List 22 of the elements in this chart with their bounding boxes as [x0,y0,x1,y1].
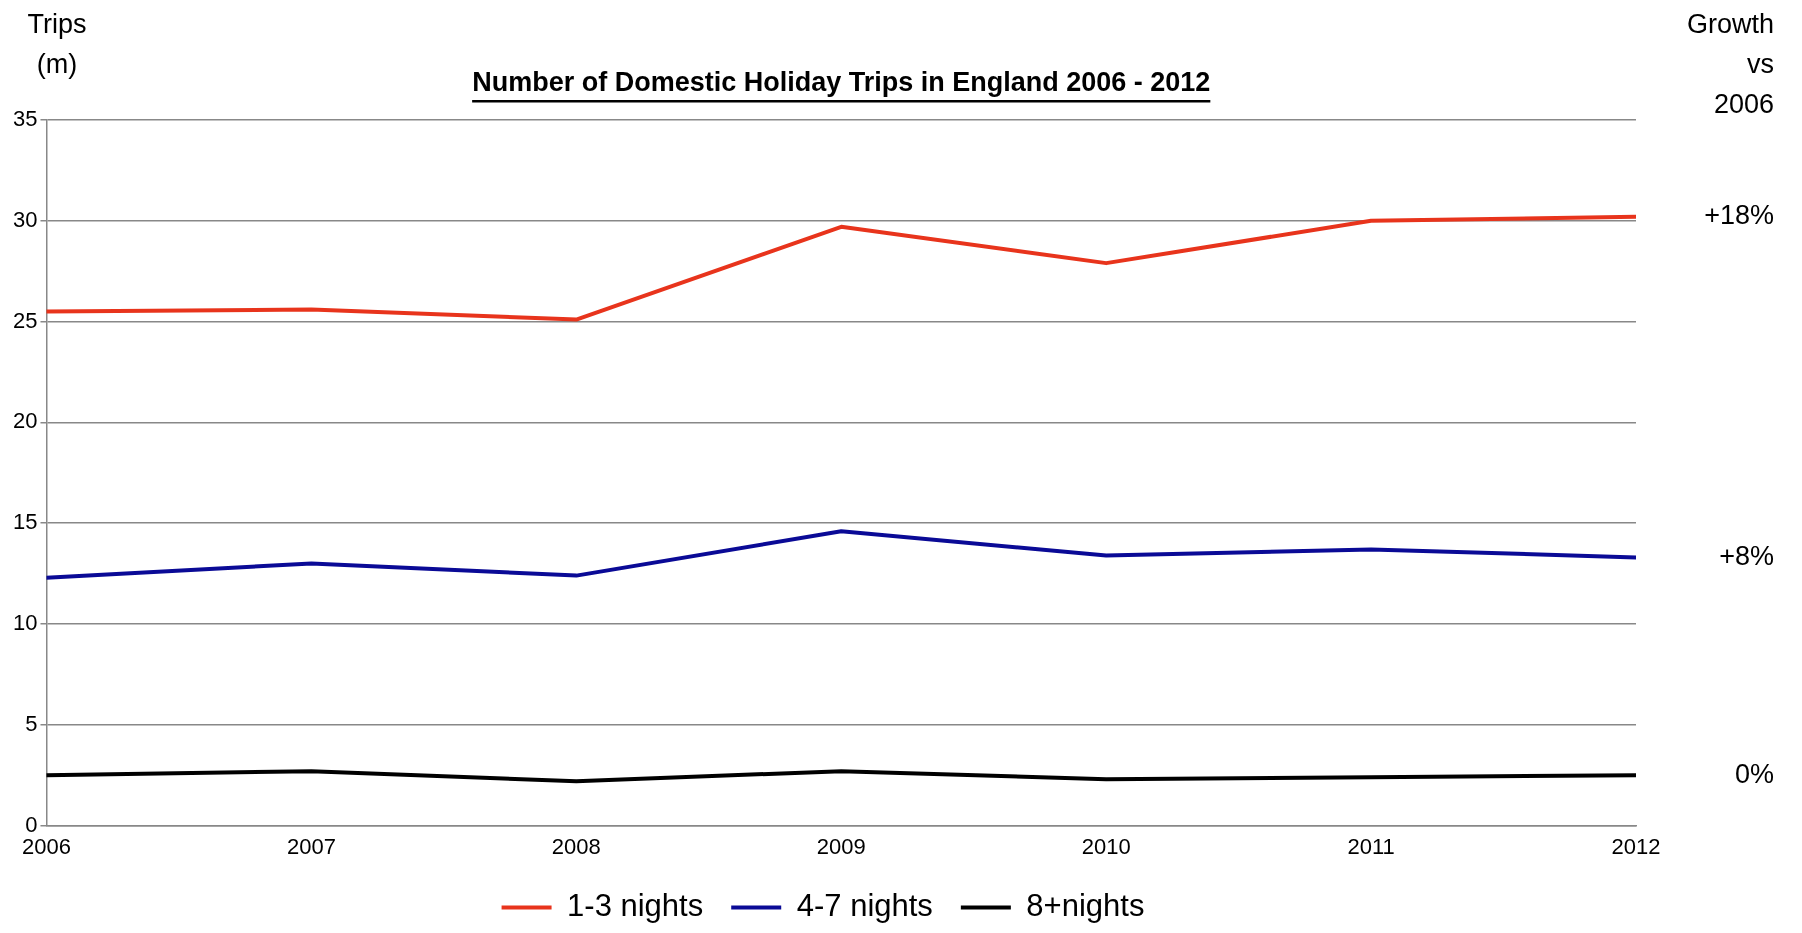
text: Growth vs 2006 [1686,9,1774,120]
legend-label: 1-3 nights [567,888,704,924]
x-tick-label: 2008 [551,833,601,859]
y-tick-label: 10 [12,610,38,636]
x-tick-label: 2010 [1081,833,1131,859]
x-tick-label: 2007 [286,833,336,859]
y-tick-label: 20 [12,408,38,434]
text: 0% [1734,758,1774,789]
x-tick-label: 2009 [816,833,866,859]
y-axis-title: Trips (m) [27,9,87,80]
x-tick-label: 2012 [1611,833,1661,859]
y-tick-label: 30 [12,206,38,232]
y-tick-label: 35 [12,106,38,132]
text: +18% [1704,200,1774,231]
x-tick-label: 2011 [1347,833,1395,859]
legend-label: 8+nights [1026,888,1145,924]
y-tick-label: 15 [12,509,38,535]
chart-title: Number of Domestic Holiday Trips in England 2006 - 2012 [472,67,1211,98]
text: +8% [1719,540,1774,571]
y-tick-label: 25 [12,307,38,333]
legend-label: 4-7 nights [796,888,933,924]
y-tick-label: 5 [25,710,38,736]
